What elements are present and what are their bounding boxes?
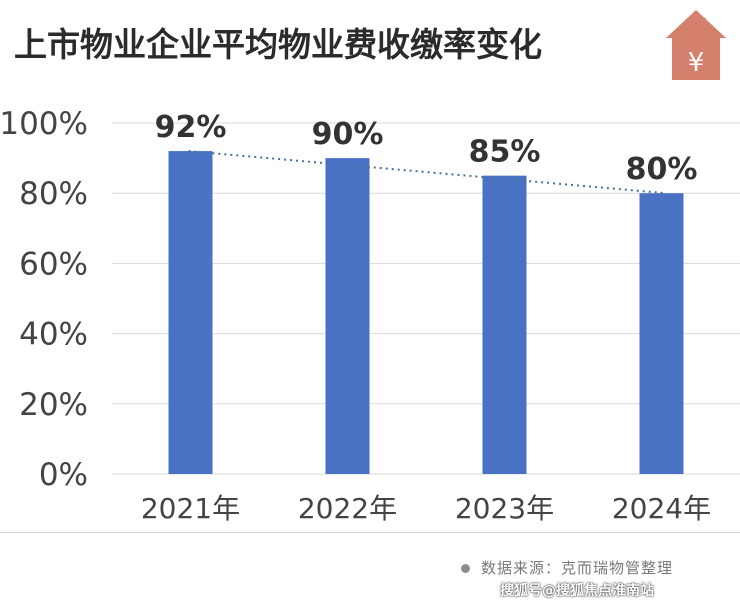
data-label: 92%	[155, 110, 227, 145]
bar	[482, 175, 527, 474]
bar	[168, 151, 213, 474]
x-tick-label: 2024年	[612, 492, 711, 525]
source-bullet-icon	[461, 564, 470, 573]
y-tick-label: 100%	[0, 106, 88, 142]
bar-chart: 0% 20% 40% 60% 80% 100% 92% 2021年 90% 2022年 85% 202…	[0, 106, 740, 525]
x-tick-label: 2022年	[298, 492, 397, 525]
logo-yen-symbol: ¥	[688, 48, 705, 78]
trendline	[188, 150, 666, 195]
data-label: 85%	[469, 135, 541, 170]
footer-caption: 搜狐号@搜狐焦点淮南站	[500, 583, 654, 599]
y-tick-label: 20%	[19, 387, 88, 423]
source-note: 数据来源：克而瑞物管整理	[481, 559, 674, 577]
y-tick-label: 60%	[19, 246, 88, 282]
house-yen-icon: ¥	[666, 10, 726, 80]
footer-divider	[0, 532, 740, 533]
data-label: 90%	[312, 117, 384, 152]
bar	[639, 193, 684, 474]
y-tick-label: 40%	[19, 317, 88, 353]
bar	[325, 158, 370, 474]
page-title: 上市物业企业平均物业费收缴率变化	[14, 25, 542, 64]
y-tick-label: 80%	[19, 176, 88, 212]
y-tick-label: 0%	[39, 457, 88, 493]
data-label: 80%	[626, 152, 698, 187]
x-tick-label: 2021年	[141, 492, 240, 525]
x-tick-label: 2023年	[455, 492, 554, 525]
